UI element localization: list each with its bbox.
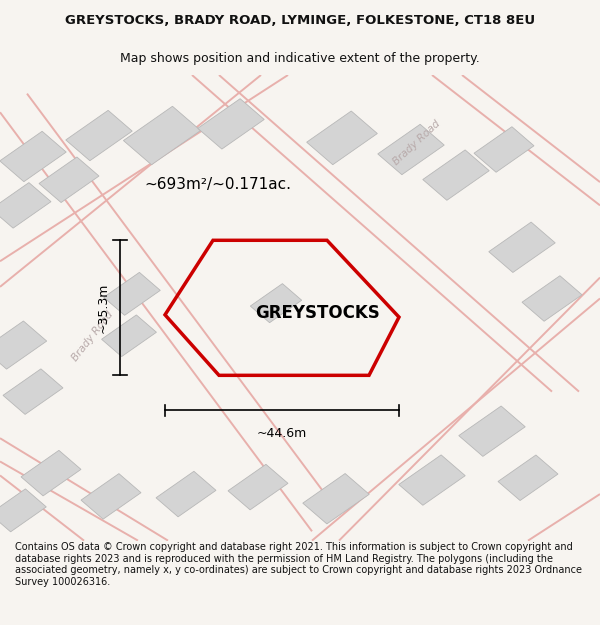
Text: ~693m²/~0.171ac.: ~693m²/~0.171ac. xyxy=(144,177,291,192)
Polygon shape xyxy=(3,369,63,414)
Polygon shape xyxy=(101,315,157,356)
Polygon shape xyxy=(104,272,160,315)
Polygon shape xyxy=(250,284,302,322)
Polygon shape xyxy=(423,150,489,200)
Text: ~44.6m: ~44.6m xyxy=(257,427,307,440)
Text: Brady Road: Brady Road xyxy=(392,118,442,167)
Polygon shape xyxy=(0,489,46,532)
Polygon shape xyxy=(522,276,582,321)
Text: Map shows position and indicative extent of the property.: Map shows position and indicative extent… xyxy=(120,52,480,65)
Polygon shape xyxy=(474,127,534,173)
Polygon shape xyxy=(39,157,99,202)
Text: Brady Road: Brady Road xyxy=(70,309,116,362)
Polygon shape xyxy=(66,111,132,161)
Text: GREYSTOCKS: GREYSTOCKS xyxy=(256,304,380,322)
Text: Contains OS data © Crown copyright and database right 2021. This information is : Contains OS data © Crown copyright and d… xyxy=(15,542,582,587)
Polygon shape xyxy=(459,406,525,456)
Polygon shape xyxy=(228,464,288,510)
Polygon shape xyxy=(303,474,369,524)
Polygon shape xyxy=(156,471,216,517)
Text: ~35.3m: ~35.3m xyxy=(97,282,110,333)
Polygon shape xyxy=(0,321,47,369)
Polygon shape xyxy=(399,455,465,505)
Polygon shape xyxy=(378,124,444,174)
Polygon shape xyxy=(489,222,555,272)
Polygon shape xyxy=(307,111,377,164)
Text: GREYSTOCKS, BRADY ROAD, LYMINGE, FOLKESTONE, CT18 8EU: GREYSTOCKS, BRADY ROAD, LYMINGE, FOLKEST… xyxy=(65,14,535,28)
Polygon shape xyxy=(0,182,51,228)
Polygon shape xyxy=(124,106,200,165)
Polygon shape xyxy=(498,455,558,501)
Polygon shape xyxy=(21,451,81,496)
Polygon shape xyxy=(0,131,66,182)
Polygon shape xyxy=(198,99,264,149)
Polygon shape xyxy=(81,474,141,519)
